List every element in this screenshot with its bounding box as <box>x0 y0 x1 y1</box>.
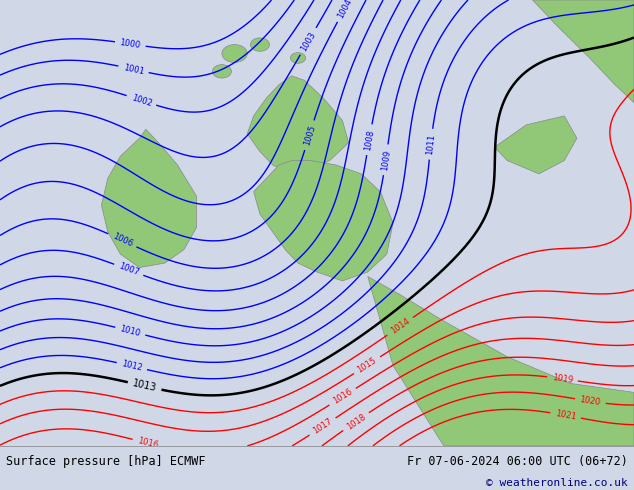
Text: 1000: 1000 <box>119 38 141 50</box>
Text: 1005: 1005 <box>302 124 317 147</box>
Text: 1003: 1003 <box>299 30 318 53</box>
Circle shape <box>222 45 247 62</box>
Text: 1014: 1014 <box>389 317 411 336</box>
Text: 1010: 1010 <box>119 324 141 338</box>
Polygon shape <box>254 161 393 281</box>
Text: 1007: 1007 <box>117 262 140 278</box>
Text: 1008: 1008 <box>363 128 375 151</box>
Text: © weatheronline.co.uk: © weatheronline.co.uk <box>486 478 628 489</box>
Text: 1011: 1011 <box>425 133 436 155</box>
Circle shape <box>212 65 231 78</box>
Text: 1006: 1006 <box>111 232 134 249</box>
Text: 1009: 1009 <box>380 149 392 171</box>
Text: 1001: 1001 <box>122 63 145 76</box>
Polygon shape <box>533 0 634 102</box>
Polygon shape <box>368 276 634 446</box>
Text: Surface pressure [hPa] ECMWF: Surface pressure [hPa] ECMWF <box>6 455 206 468</box>
Text: 1013: 1013 <box>131 378 158 393</box>
Text: Fr 07-06-2024 06:00 UTC (06+72): Fr 07-06-2024 06:00 UTC (06+72) <box>407 455 628 468</box>
Text: 1020: 1020 <box>579 395 602 407</box>
Text: 1016: 1016 <box>332 387 354 406</box>
Polygon shape <box>101 129 197 268</box>
Text: 1015: 1015 <box>356 356 378 375</box>
Text: 1021: 1021 <box>555 409 577 421</box>
Text: 1012: 1012 <box>120 359 143 373</box>
Polygon shape <box>495 116 577 174</box>
Circle shape <box>290 52 306 63</box>
Text: 1017: 1017 <box>311 417 334 436</box>
Circle shape <box>250 38 269 51</box>
Text: 1004: 1004 <box>336 0 354 20</box>
Text: 1002: 1002 <box>130 93 153 108</box>
Text: 1019: 1019 <box>552 373 574 385</box>
Polygon shape <box>247 76 349 174</box>
Text: 1018: 1018 <box>345 412 367 431</box>
Text: 1016: 1016 <box>136 436 159 450</box>
